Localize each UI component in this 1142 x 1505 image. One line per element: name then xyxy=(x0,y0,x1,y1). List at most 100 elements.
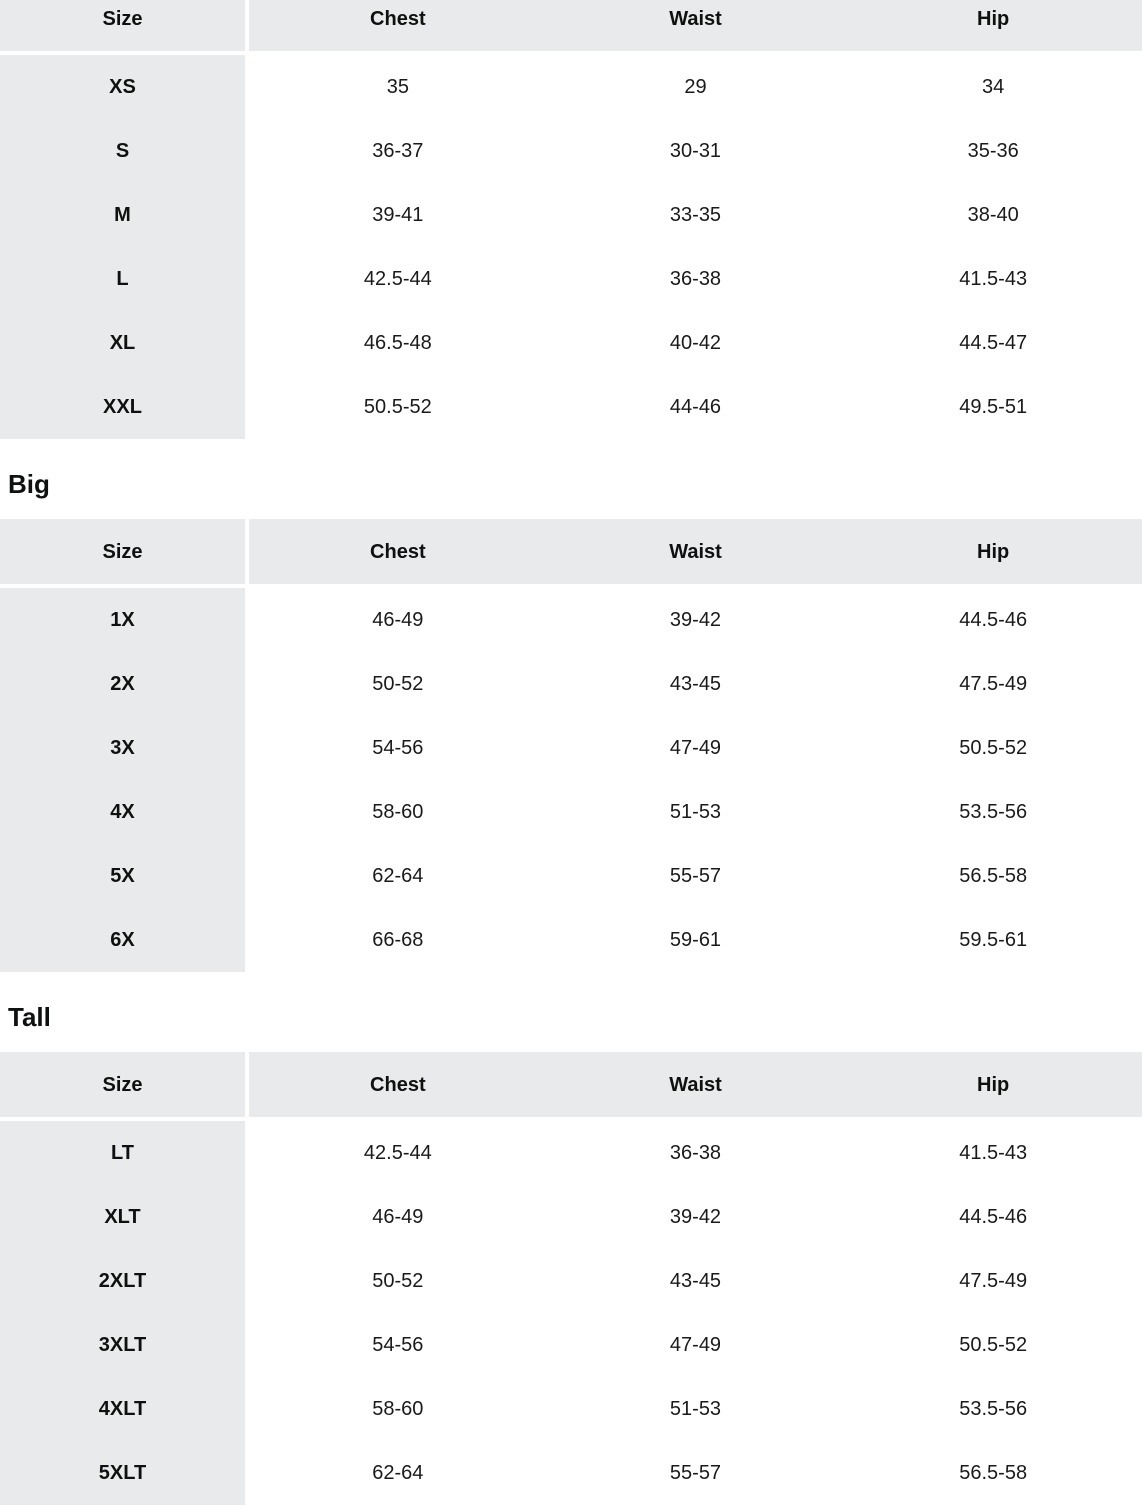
waist-value: 36-38 xyxy=(546,247,845,311)
size-value: 2XLT xyxy=(0,1249,245,1313)
waist-value: 39-42 xyxy=(546,588,845,652)
hip-value: 41.5-43 xyxy=(844,247,1142,311)
column-divider xyxy=(245,1313,249,1377)
size-value: XL xyxy=(0,311,245,375)
waist-value: 51-53 xyxy=(546,780,845,844)
header-body-divider xyxy=(0,1117,1142,1121)
chest-value: 39-41 xyxy=(249,183,547,247)
table-row: 1X 46-49 39-42 44.5-46 xyxy=(0,588,1142,652)
column-divider xyxy=(245,780,249,844)
section-label-big: Big xyxy=(8,469,50,499)
hip-value: 44.5-47 xyxy=(844,311,1142,375)
column-divider xyxy=(245,908,249,972)
column-header-waist: Waist xyxy=(546,0,845,51)
column-header-chest: Chest xyxy=(249,1052,547,1117)
size-value: 4XLT xyxy=(0,1377,245,1441)
table-row: 2X 50-52 43-45 47.5-49 xyxy=(0,652,1142,716)
section-label-tall: Tall xyxy=(8,1002,51,1032)
waist-value: 30-31 xyxy=(546,119,845,183)
table-row: L 42.5-44 36-38 41.5-43 xyxy=(0,247,1142,311)
waist-value: 59-61 xyxy=(546,908,845,972)
hip-value: 38-40 xyxy=(844,183,1142,247)
column-header-hip: Hip xyxy=(844,519,1142,584)
column-header-waist: Waist xyxy=(546,1052,845,1117)
column-divider xyxy=(245,519,249,584)
header-body-divider xyxy=(0,51,1142,55)
size-value: L xyxy=(0,247,245,311)
table-header-row: Size Chest Waist Hip xyxy=(0,1052,1142,1117)
hip-value: 50.5-52 xyxy=(844,1313,1142,1377)
column-divider xyxy=(245,119,249,183)
chest-value: 35 xyxy=(249,55,547,119)
table-header-row: Size Chest Waist Hip xyxy=(0,519,1142,584)
size-value: 4X xyxy=(0,780,245,844)
column-header-hip: Hip xyxy=(844,0,1142,51)
table-row: 2XLT 50-52 43-45 47.5-49 xyxy=(0,1249,1142,1313)
waist-value: 55-57 xyxy=(546,1441,845,1505)
waist-value: 39-42 xyxy=(546,1185,845,1249)
hip-value: 47.5-49 xyxy=(844,652,1142,716)
hip-value: 53.5-56 xyxy=(844,780,1142,844)
column-divider xyxy=(245,55,249,119)
chest-value: 62-64 xyxy=(249,844,547,908)
column-divider xyxy=(245,1052,249,1117)
waist-value: 44-46 xyxy=(546,375,845,439)
table-row: LT 42.5-44 36-38 41.5-43 xyxy=(0,1121,1142,1185)
table-row: XS 35 29 34 xyxy=(0,55,1142,119)
waist-value: 47-49 xyxy=(546,716,845,780)
column-header-size: Size xyxy=(0,0,245,51)
hip-value: 35-36 xyxy=(844,119,1142,183)
column-divider xyxy=(245,1185,249,1249)
column-header-size: Size xyxy=(0,1052,245,1117)
table-row: 3X 54-56 47-49 50.5-52 xyxy=(0,716,1142,780)
size-value: XXL xyxy=(0,375,245,439)
size-table-regular: Size Chest Waist Hip XS 35 29 34 S 36-37… xyxy=(0,0,1142,439)
chest-value: 58-60 xyxy=(249,1377,547,1441)
column-divider xyxy=(245,1249,249,1313)
column-divider xyxy=(245,375,249,439)
chest-value: 46-49 xyxy=(249,1185,547,1249)
hip-value: 41.5-43 xyxy=(844,1121,1142,1185)
chest-value: 62-64 xyxy=(249,1441,547,1505)
hip-value: 59.5-61 xyxy=(844,908,1142,972)
table-row: 4XLT 58-60 51-53 53.5-56 xyxy=(0,1377,1142,1441)
table-row: XXL 50.5-52 44-46 49.5-51 xyxy=(0,375,1142,439)
chest-value: 54-56 xyxy=(249,716,547,780)
column-header-size: Size xyxy=(0,519,245,584)
waist-value: 36-38 xyxy=(546,1121,845,1185)
chest-value: 46-49 xyxy=(249,588,547,652)
chest-value: 46.5-48 xyxy=(249,311,547,375)
waist-value: 55-57 xyxy=(546,844,845,908)
chest-value: 50-52 xyxy=(249,652,547,716)
size-value: 5X xyxy=(0,844,245,908)
table-row: 6X 66-68 59-61 59.5-61 xyxy=(0,908,1142,972)
table-row: 5X 62-64 55-57 56.5-58 xyxy=(0,844,1142,908)
hip-value: 44.5-46 xyxy=(844,588,1142,652)
table-row: 5XLT 62-64 55-57 56.5-58 xyxy=(0,1441,1142,1505)
table-row: M 39-41 33-35 38-40 xyxy=(0,183,1142,247)
waist-value: 29 xyxy=(546,55,845,119)
size-table-big: Size Chest Waist Hip 1X 46-49 39-42 44.5… xyxy=(0,519,1142,972)
chest-value: 66-68 xyxy=(249,908,547,972)
column-divider xyxy=(245,588,249,652)
size-value: M xyxy=(0,183,245,247)
column-header-chest: Chest xyxy=(249,519,547,584)
waist-value: 47-49 xyxy=(546,1313,845,1377)
chest-value: 50.5-52 xyxy=(249,375,547,439)
waist-value: 33-35 xyxy=(546,183,845,247)
hip-value: 34 xyxy=(844,55,1142,119)
hip-value: 53.5-56 xyxy=(844,1377,1142,1441)
size-value: S xyxy=(0,119,245,183)
hip-value: 47.5-49 xyxy=(844,1249,1142,1313)
hip-value: 56.5-58 xyxy=(844,844,1142,908)
column-divider xyxy=(245,1377,249,1441)
table-row: XL 46.5-48 40-42 44.5-47 xyxy=(0,311,1142,375)
size-value: 3X xyxy=(0,716,245,780)
size-value: 6X xyxy=(0,908,245,972)
waist-value: 43-45 xyxy=(546,1249,845,1313)
table-header-row: Size Chest Waist Hip xyxy=(0,0,1142,51)
column-divider xyxy=(245,716,249,780)
header-body-divider xyxy=(0,584,1142,588)
column-divider xyxy=(245,311,249,375)
hip-value: 44.5-46 xyxy=(844,1185,1142,1249)
